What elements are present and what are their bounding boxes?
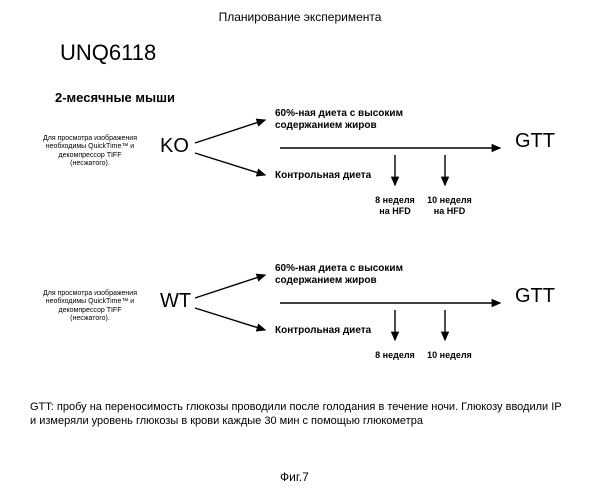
- diet-hfd-wt-l1: 60%-ная диета с высоким: [275, 263, 403, 274]
- page-title: Планирование эксперимента: [0, 10, 600, 24]
- footnote-gtt: GTT: пробу на переносимость глюкозы пров…: [30, 400, 570, 429]
- week-10-ko-l2: на HFD: [434, 206, 465, 216]
- sub-heading: 2-месячные мыши: [55, 90, 175, 105]
- hint-text-ko: Для просмотра изображения необходимы Qui…: [40, 135, 140, 169]
- week-8-ko-l1: 8 неделя: [375, 195, 415, 205]
- figure-label: Фиг.7: [280, 470, 309, 484]
- week-10-wt: 10 неделя: [422, 350, 477, 361]
- gtt-label-wt: GTT: [515, 285, 555, 308]
- main-heading: UNQ6118: [60, 40, 156, 66]
- week-8-ko: 8 неделя на HFD: [370, 195, 420, 217]
- week-8-wt: 8 неделя: [370, 350, 420, 361]
- diet-control-ko: Контрольная диета: [275, 170, 371, 182]
- week-10-ko-l1: 10 неделя: [427, 195, 472, 205]
- week-8-ko-l2: на HFD: [379, 206, 410, 216]
- diet-hfd-wt: 60%-ная диета с высоким содержанием жиро…: [275, 263, 403, 287]
- diet-hfd-ko: 60%-ная диета с высоким содержанием жиро…: [275, 108, 403, 132]
- group-label-wt: WT: [160, 290, 191, 313]
- diet-hfd-wt-l2: содержанием жиров: [275, 275, 377, 286]
- hint-text-wt: Для просмотра изображения необходимы Qui…: [40, 290, 140, 324]
- diet-hfd-ko-l1: 60%-ная диета с высоким: [275, 108, 403, 119]
- gtt-label-ko: GTT: [515, 130, 555, 153]
- group-label-ko: KO: [160, 135, 189, 158]
- diet-hfd-ko-l2: содержанием жиров: [275, 120, 377, 131]
- diet-control-wt: Контрольная диета: [275, 325, 371, 337]
- week-10-ko: 10 неделя на HFD: [422, 195, 477, 217]
